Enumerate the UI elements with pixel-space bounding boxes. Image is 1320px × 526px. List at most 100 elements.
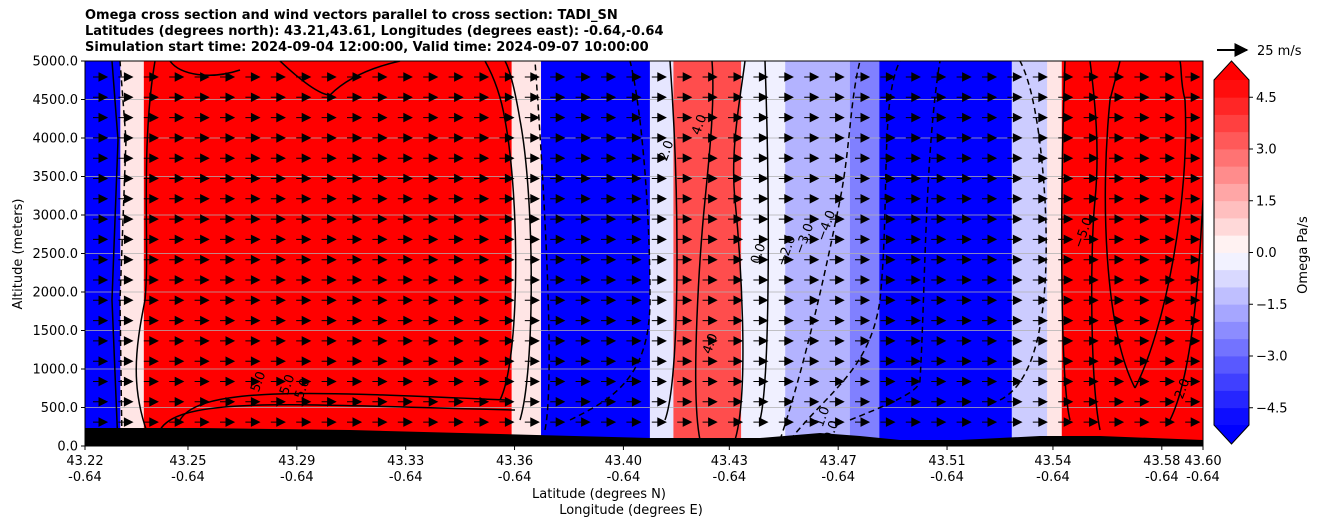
wind-vector <box>702 92 718 103</box>
wind-vector <box>982 214 998 224</box>
wind-vector <box>982 234 998 245</box>
wind-vector <box>245 376 261 387</box>
wind-vector <box>575 153 591 164</box>
wind-vector <box>296 112 312 123</box>
wind-vector <box>169 173 185 184</box>
wind-vector <box>296 356 312 367</box>
wind-vector <box>626 72 642 82</box>
wind-vector <box>1109 275 1125 285</box>
wind-vector <box>499 112 515 123</box>
wind-vector <box>169 193 185 204</box>
wind-vector <box>702 417 718 427</box>
wind-vector <box>651 193 667 204</box>
wind-vector <box>397 417 413 427</box>
wind-vector <box>1134 72 1150 82</box>
wind-vector <box>550 72 566 82</box>
wind-vector <box>778 92 794 103</box>
wind-vector <box>778 396 794 407</box>
wind-vector <box>499 153 515 164</box>
wind-vector <box>601 254 617 265</box>
wind-vector <box>905 173 921 184</box>
wind-vector <box>1185 234 1201 245</box>
wind-vector <box>1134 133 1150 143</box>
wind-vector <box>651 417 667 427</box>
wind-vector <box>397 133 413 143</box>
wind-vector <box>1058 153 1074 164</box>
x-tick-label-lat: 43.36 <box>496 454 533 469</box>
wind-vector <box>474 92 490 103</box>
x-tick-label-lat: 43.29 <box>278 454 315 469</box>
wind-vector <box>423 396 439 407</box>
wind-vector <box>423 336 439 346</box>
wind-vector <box>270 214 286 224</box>
wind-vector <box>626 254 642 265</box>
colorbar-segment <box>1214 149 1249 167</box>
wind-vector <box>1109 336 1125 346</box>
wind-vector <box>474 173 490 184</box>
wind-vector <box>601 173 617 184</box>
wind-vector <box>651 72 667 82</box>
wind-vector <box>753 234 769 245</box>
wind-vector <box>372 133 388 143</box>
wind-vector <box>956 193 972 204</box>
wind-vector <box>499 356 515 367</box>
wind-vector <box>778 173 794 184</box>
wind-vector <box>651 315 667 326</box>
wind-vector <box>296 396 312 407</box>
wind-vector <box>499 396 515 407</box>
x-tick-label-lon: -0.64 <box>821 470 855 485</box>
wind-vector <box>347 133 363 143</box>
wind-vector <box>677 376 693 387</box>
wind-vector <box>1134 396 1150 407</box>
wind-vector <box>169 295 185 306</box>
wind-vector <box>347 193 363 204</box>
wind-vector <box>1109 315 1125 326</box>
wind-vector <box>1109 396 1125 407</box>
colorbar-outline <box>1213 60 1250 445</box>
wind-vector <box>474 112 490 123</box>
contour-line <box>1089 61 1101 431</box>
wind-vector <box>448 153 464 164</box>
wind-vector <box>575 315 591 326</box>
wind-vector <box>626 396 642 407</box>
wind-vector <box>931 275 947 285</box>
wind-vector <box>753 254 769 265</box>
wind-vector <box>321 396 337 407</box>
y-tick-label: 3500.0 <box>33 170 79 185</box>
wind-vector <box>728 234 744 245</box>
wind-vector <box>118 417 134 427</box>
x-tick-label-lon: -0.64 <box>389 470 423 485</box>
wind-vector <box>982 315 998 326</box>
wind-vector <box>1159 295 1175 306</box>
x-tick-label-lat: 43.54 <box>1034 454 1071 469</box>
wind-vector <box>880 356 896 367</box>
wind-vector <box>677 295 693 306</box>
wind-vector <box>524 153 540 164</box>
wind-vector <box>1007 295 1023 306</box>
wind-vector <box>575 133 591 143</box>
wind-vector <box>448 356 464 367</box>
wind-vector <box>1185 376 1201 387</box>
wind-vector <box>1134 356 1150 367</box>
wind-vector <box>270 173 286 184</box>
wind-vector <box>677 72 693 82</box>
wind-vector <box>194 356 210 367</box>
wind-vector <box>220 376 236 387</box>
wind-vector <box>143 72 159 82</box>
x-tick-label-lon: -0.64 <box>713 470 747 485</box>
wind-vector <box>372 295 388 306</box>
wind-vector <box>220 193 236 204</box>
wind-vector <box>728 275 744 285</box>
wind-vector <box>1007 92 1023 103</box>
wind-vector <box>1185 72 1201 82</box>
wind-vector <box>296 336 312 346</box>
wind-vector <box>677 417 693 427</box>
wind-vector <box>1109 214 1125 224</box>
wind-vector <box>982 396 998 407</box>
wind-vector <box>474 72 490 82</box>
wind-vector <box>270 72 286 82</box>
wind-vector <box>245 315 261 326</box>
wind-vector <box>677 234 693 245</box>
wind-vector <box>829 72 845 82</box>
wind-vector <box>626 417 642 427</box>
